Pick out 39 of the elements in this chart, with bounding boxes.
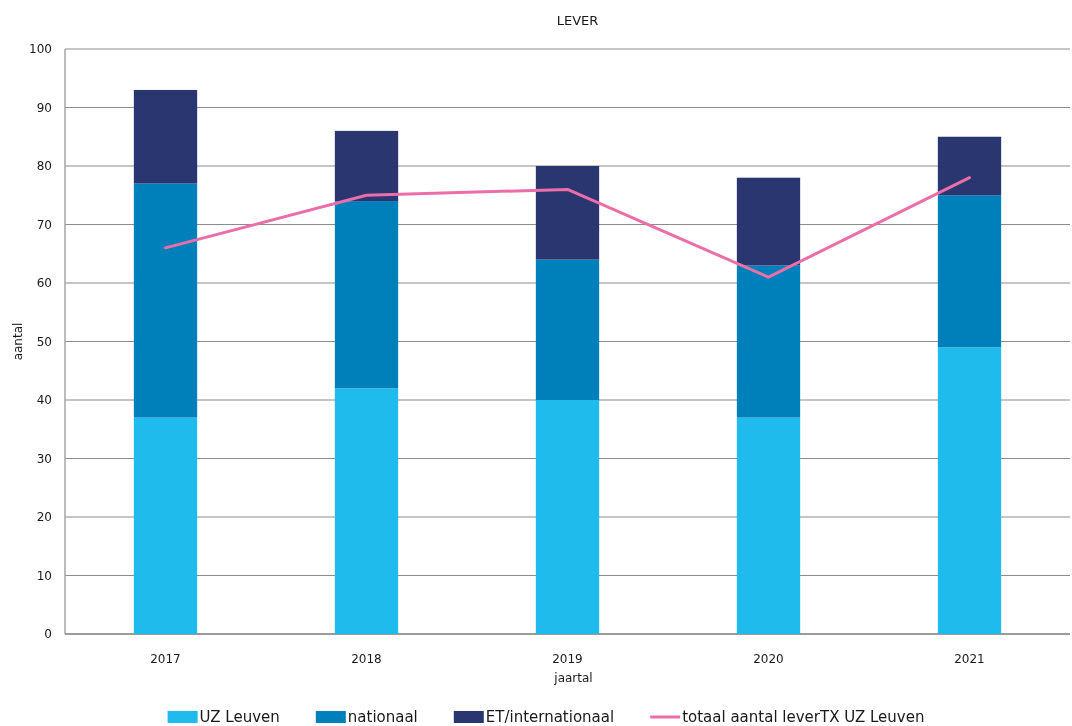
x-tick-label: 2019: [552, 652, 583, 667]
y-tick-label: 20: [36, 510, 52, 525]
bar: [133, 417, 198, 634]
y-axis-title: aantal: [11, 322, 26, 361]
x-tick-label: 2020: [753, 652, 784, 667]
y-tick-label: 100: [29, 42, 52, 57]
y-tick-label: 10: [36, 568, 52, 583]
bar: [133, 89, 198, 184]
bar: [535, 166, 600, 260]
bar: [334, 130, 399, 202]
y-tick-label: 50: [36, 334, 52, 349]
legend-label: nationaal: [347, 708, 418, 726]
bar: [736, 265, 801, 418]
bar: [334, 201, 399, 389]
bar: [937, 195, 1002, 348]
legend-label: UZ Leuven: [199, 708, 280, 726]
x-axis-title: jaartal: [553, 671, 593, 686]
line-series: [164, 176, 971, 279]
legend-label: ET/internationaal: [485, 708, 615, 726]
bar: [334, 388, 399, 634]
x-tick-label: 2021: [954, 652, 985, 667]
y-tick-label: 90: [36, 100, 52, 115]
bar: [535, 400, 600, 634]
bar: [937, 347, 1002, 634]
chart-title: LEVER: [556, 12, 599, 28]
bar: [535, 259, 600, 400]
y-tick-label: 80: [36, 159, 52, 174]
bar: [133, 183, 198, 418]
y-tick-label: 0: [44, 627, 52, 642]
y-tick-label: 60: [36, 276, 52, 291]
y-tick-label: 30: [36, 451, 52, 466]
bar: [937, 136, 1002, 196]
legend-label: totaal aantal leverTX UZ Leuven: [682, 708, 925, 726]
y-tick-label: 70: [36, 217, 52, 232]
x-tick-label: 2017: [150, 652, 181, 667]
x-tick-label: 2018: [351, 652, 382, 667]
bar: [736, 177, 801, 266]
y-tick-label: 40: [36, 393, 52, 408]
bar: [736, 417, 801, 634]
